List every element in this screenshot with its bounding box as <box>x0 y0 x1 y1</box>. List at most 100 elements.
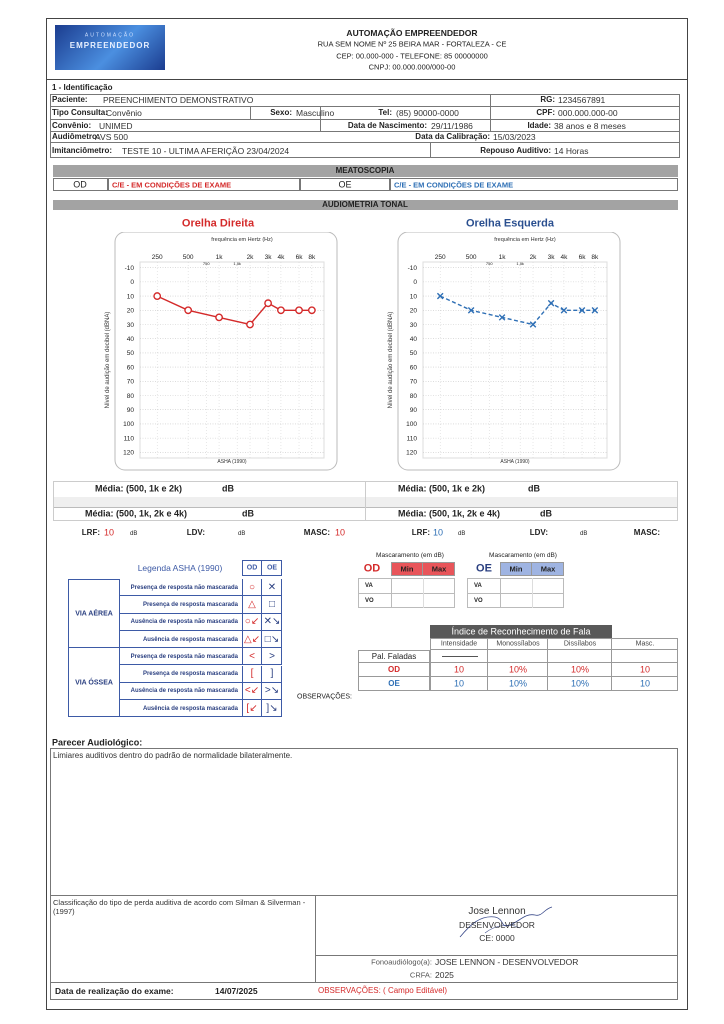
legend-label: Presença de resposta mascarada <box>142 601 238 608</box>
field-label: Audiômetro: <box>52 132 100 141</box>
legend-symbol: <↙ <box>244 685 260 697</box>
masking-title: Mascaramento (em dB) <box>376 551 444 559</box>
ear-label: OD <box>73 179 87 190</box>
masc-value: 10 <box>335 527 346 538</box>
masking-min: Min <box>509 564 523 574</box>
legend-header: OD <box>246 564 258 572</box>
speech-header: Intensidade <box>440 640 478 648</box>
legend-label: Presença de resposta não mascarada <box>130 584 238 591</box>
y-tick-label: 50 <box>410 350 418 357</box>
legend-label: Presença de resposta não mascarada <box>130 653 238 660</box>
y-tick-label: 20 <box>410 308 418 315</box>
x-tick-label: 500 <box>466 254 477 261</box>
speech-ear: OD <box>388 665 400 674</box>
legend-symbol: [↙ <box>246 702 258 714</box>
y-tick-label: 100 <box>406 421 417 428</box>
data-point <box>467 306 475 314</box>
y-tick-label: 10 <box>410 293 418 300</box>
company-name: AUTOMAÇÃO EMPREENDEDOR <box>346 27 478 38</box>
lrf-label: LRF: <box>411 528 430 537</box>
speech-cell <box>612 638 678 650</box>
speech-cell <box>430 650 488 663</box>
masc-label: MASC: <box>303 528 330 537</box>
averages-divider <box>365 481 366 521</box>
section-title: AUDIOMETRIA TONAL <box>322 200 408 209</box>
y-tick-label: 110 <box>407 435 418 442</box>
y-tick-label: 90 <box>127 407 135 414</box>
lrf-value: 10 <box>104 527 115 538</box>
table-row <box>50 143 680 158</box>
x-minor-tick-label: 1,5k <box>516 261 524 266</box>
legend-header: OE <box>266 564 278 572</box>
chart-left-ear: frequência em Hertz (Hz) Nível de audição… <box>388 232 621 471</box>
legend-symbol: ○↙ <box>244 616 260 628</box>
y-tick-label: 0 <box>413 279 417 286</box>
unit: dB <box>130 531 138 537</box>
field-value: 29/11/1986 <box>431 120 473 131</box>
header-box <box>46 18 688 80</box>
legend-cell <box>120 614 242 631</box>
legend-cell <box>262 648 282 666</box>
y-tick-label: 110 <box>124 435 135 442</box>
x-tick-label: 1k <box>216 254 224 261</box>
speech-cell <box>488 638 548 650</box>
unit: dB <box>238 531 246 537</box>
legend-group: VIA ÓSSEA <box>75 679 113 687</box>
legend-symbol: [ <box>250 668 254 680</box>
report-notes: OBSERVAÇÕES: ( Campo Editável) <box>318 986 448 995</box>
legend-symbol: < <box>249 650 255 662</box>
ldv-label: LDV: <box>529 528 548 537</box>
legend-symbol: ✕ <box>267 581 277 593</box>
masking-max: Max <box>540 564 556 574</box>
x-tick-label: 6k <box>579 254 587 261</box>
field-label: CPF: <box>536 108 555 117</box>
legend-cell <box>242 596 262 614</box>
logo <box>55 25 165 70</box>
ear-label: OE <box>338 179 352 190</box>
data-point <box>529 321 537 328</box>
masc-label: MASC: <box>633 528 660 537</box>
legend-cell <box>262 579 282 597</box>
field-value: TESTE 10 - ULTIMA AFERIÇÃO 23/04/2024 <box>122 145 290 156</box>
y-tick-label: 40 <box>127 336 135 343</box>
data-point <box>547 299 555 307</box>
legend-cell <box>120 631 242 649</box>
legend-cell <box>262 630 282 649</box>
average-label: Média: (500, 1k e 2k) <box>398 483 486 494</box>
section-bar <box>53 165 678 177</box>
legend-group-cell <box>68 648 120 718</box>
y-tick-label: 60 <box>127 364 135 371</box>
legend-label: Ausência de resposta mascarada <box>142 705 238 712</box>
field-label: Repouso Auditivo: <box>480 146 551 155</box>
meatoscopy-result: C/E - EM CONDIÇÕES DE EXAME <box>112 180 232 190</box>
table-row <box>50 120 680 132</box>
field-value: Masculino <box>296 107 335 118</box>
date-label: Data de realização do exame: <box>55 985 174 996</box>
legend-symbol: ○ <box>248 581 256 593</box>
speech-value: 10% <box>570 678 590 689</box>
section-bar <box>53 200 678 210</box>
report-rule <box>50 982 678 983</box>
table-divider <box>250 107 251 120</box>
speech-cell <box>548 650 612 663</box>
y-tick-label: 30 <box>410 322 418 329</box>
observations-label: OBSERVAÇÕES: <box>297 693 352 701</box>
chart-right-ear: frequência em Hertz (Hz) Nível de audição… <box>105 232 338 471</box>
field-value: (85) 90000-0000 <box>396 107 459 118</box>
speech-cell <box>548 677 612 691</box>
report-rule <box>315 955 678 956</box>
x-minor-tick-label: 1,5k <box>233 261 241 266</box>
data-point <box>295 306 303 315</box>
report-divider <box>315 895 316 982</box>
masking-title: Mascaramento (em dB) <box>489 551 557 559</box>
field-value: 000.000.000-00 <box>558 107 618 118</box>
masking-rule <box>391 578 392 608</box>
speech-title: Índice de Reconhecimento de Fala <box>451 626 591 637</box>
average-label: Média: (500, 1k, 2k e 4k) <box>85 508 188 519</box>
signature-council: CE: 0000 <box>479 932 515 943</box>
y-tick-label: 20 <box>127 308 135 315</box>
data-point <box>184 306 193 315</box>
chart-title: Orelha Direita <box>181 217 255 230</box>
legend-label: Ausência de resposta mascarada <box>142 636 238 643</box>
